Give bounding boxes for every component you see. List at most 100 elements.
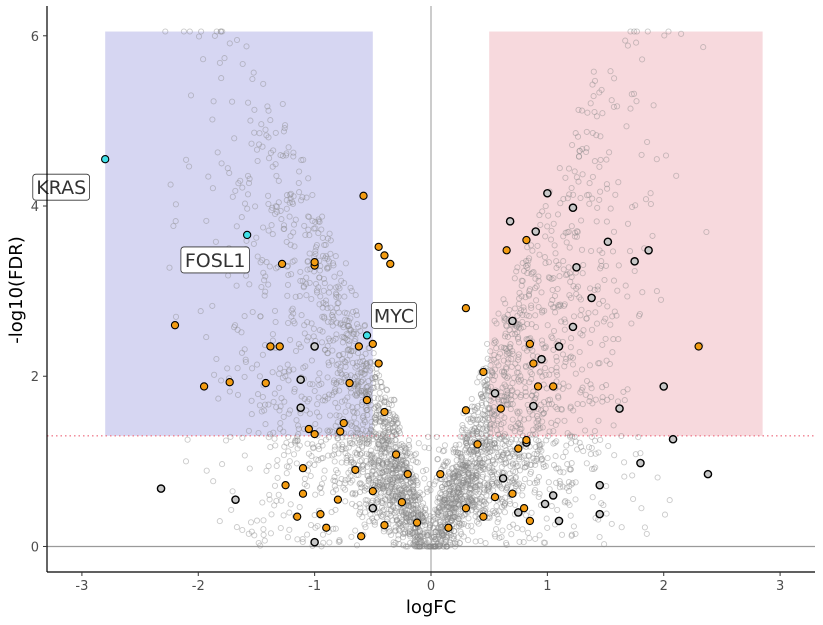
background-point (424, 532, 431, 539)
background-point (446, 503, 453, 510)
background-point (301, 222, 308, 229)
background-point (423, 539, 430, 546)
background-point (346, 346, 353, 353)
background-point (557, 301, 564, 308)
background-point (390, 479, 397, 486)
background-point (277, 365, 284, 372)
background-point (404, 450, 411, 457)
background-point (325, 428, 332, 435)
background-point (472, 474, 479, 481)
background-point (474, 433, 481, 440)
background-point (348, 533, 355, 540)
background-point (373, 433, 380, 440)
background-point (473, 460, 480, 467)
background-point (477, 425, 484, 432)
background-point (370, 463, 378, 470)
background-point (363, 440, 370, 447)
background-point (409, 530, 416, 537)
background-point (582, 391, 589, 398)
background-point (289, 200, 297, 207)
background-point (498, 392, 505, 399)
background-point (462, 463, 469, 470)
background-point (450, 489, 457, 496)
background-point (335, 283, 342, 290)
background-point (583, 128, 590, 135)
background-point (385, 460, 392, 467)
background-point (291, 243, 298, 250)
background-point (281, 368, 288, 375)
background-point (503, 485, 511, 492)
background-point (511, 393, 518, 400)
background-point (407, 479, 415, 487)
background-point (386, 437, 393, 445)
background-point (579, 145, 586, 153)
background-point (200, 56, 207, 63)
background-point (403, 512, 410, 519)
background-point (631, 28, 638, 35)
background-point (352, 425, 359, 432)
background-point (342, 408, 349, 415)
background-point (247, 519, 255, 526)
background-point (479, 393, 486, 400)
background-point (448, 478, 456, 485)
background-point (486, 396, 493, 403)
background-point (254, 253, 261, 260)
background-point (506, 478, 514, 485)
background-point (301, 330, 308, 337)
background-point (291, 386, 298, 393)
background-point (430, 517, 437, 524)
grey-gene-point (587, 293, 596, 303)
background-point (536, 490, 543, 497)
background-point (460, 424, 467, 432)
background-point (184, 436, 191, 443)
background-point (488, 409, 495, 416)
background-point (411, 537, 418, 545)
background-point (618, 524, 625, 531)
background-point (356, 358, 363, 365)
background-point (258, 408, 265, 415)
background-point (209, 302, 216, 309)
background-point (273, 203, 280, 210)
background-point (520, 304, 527, 311)
background-point (470, 417, 477, 424)
background-point (614, 103, 621, 110)
background-point (369, 365, 376, 372)
background-point (488, 367, 495, 375)
background-point (253, 234, 260, 241)
background-point (588, 433, 595, 440)
background-point (331, 458, 338, 465)
orange-gene-point (525, 516, 535, 526)
background-point (479, 395, 486, 402)
background-point (495, 431, 502, 438)
background-point (329, 391, 336, 399)
background-point (328, 312, 335, 319)
background-point (604, 396, 611, 403)
background-point (435, 512, 442, 519)
orange-gene-point (461, 406, 471, 415)
background-point (377, 450, 384, 457)
background-point (448, 534, 455, 542)
background-point (564, 461, 571, 468)
background-point (342, 260, 349, 267)
background-point (268, 511, 275, 518)
background-point (477, 466, 484, 474)
background-point (467, 484, 474, 491)
background-point (472, 513, 479, 520)
y-axis-title: -log10(FDR) (6, 236, 27, 344)
background-point (384, 387, 391, 394)
background-point (572, 530, 579, 537)
background-point (529, 247, 536, 254)
background-point (367, 457, 374, 464)
background-point (399, 524, 406, 531)
background-point (330, 451, 338, 458)
background-point (462, 468, 469, 476)
background-point (426, 543, 433, 550)
background-point (608, 520, 615, 527)
background-point (545, 274, 552, 281)
background-point (501, 369, 508, 376)
orange-gene-point (170, 321, 180, 330)
background-point (490, 356, 497, 363)
background-point (302, 231, 309, 239)
background-point (450, 475, 457, 482)
background-point (434, 456, 441, 463)
